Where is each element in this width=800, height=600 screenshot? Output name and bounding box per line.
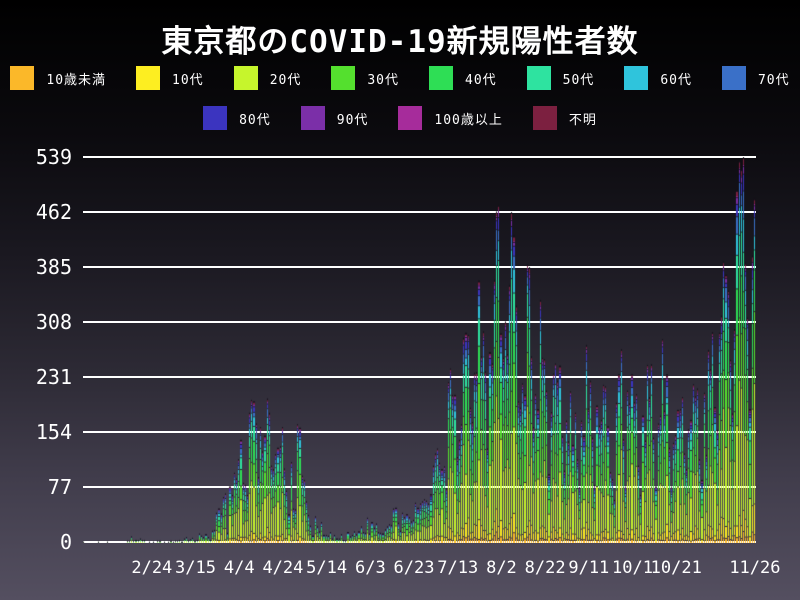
legend-swatch-icon	[203, 106, 228, 130]
x-axis-label: 8/22	[524, 558, 566, 578]
legend-swatch-icon	[398, 106, 423, 130]
plot-area	[83, 156, 756, 543]
x-axis-label: 5/14	[306, 558, 348, 578]
legend-label: 10歳未満	[46, 72, 107, 88]
y-axis-label: 154	[35, 420, 72, 444]
x-axis-label: 8/2	[486, 558, 517, 578]
stacked-bar-canvas	[83, 157, 756, 543]
legend-label: 90代	[336, 112, 369, 128]
legend-item: 60代	[624, 66, 692, 90]
legend-label: 60代	[660, 72, 692, 88]
x-axis-label: 4/24	[262, 558, 304, 578]
x-axis-label: 4/4	[223, 558, 255, 578]
x-axis-label: 7/13	[437, 558, 479, 578]
x-axis-label: 6/23	[393, 558, 435, 578]
y-axis-label: 385	[35, 255, 72, 279]
legend-label: 100歳以上	[434, 112, 503, 128]
legend-swatch-icon	[136, 66, 161, 90]
legend-label: 50代	[562, 72, 595, 88]
legend-label: 不明	[568, 112, 597, 128]
legend-swatch-icon	[331, 66, 356, 90]
legend-swatch-icon	[526, 66, 551, 90]
legend-label: 40代	[465, 72, 497, 88]
legend-item: 10代	[136, 66, 204, 90]
legend-label: 80代	[239, 112, 271, 128]
x-axis-label: 6/3	[354, 558, 386, 578]
legend-label: 20代	[269, 72, 302, 88]
legend-label: 10代	[172, 72, 204, 88]
chart-title: 東京都のCOVID-19新規陽性者数	[161, 24, 639, 60]
legend-item: 90代	[300, 106, 369, 130]
legend-swatch-icon	[532, 106, 557, 130]
legend-swatch-icon	[10, 66, 35, 90]
legend-item: 40代	[429, 66, 497, 90]
legend-item: 10歳未満	[10, 66, 106, 90]
y-axis-label: 77	[47, 475, 72, 499]
legend-swatch-icon	[624, 66, 649, 90]
legend-swatch-icon	[233, 66, 258, 90]
legend-item: 70代	[721, 66, 790, 90]
legend-item: 不明	[532, 106, 597, 130]
x-axis-label: 10/21	[650, 558, 702, 578]
y-axis-label: 231	[35, 365, 72, 389]
legend-item: 30代	[331, 66, 399, 90]
legend-label: 30代	[367, 72, 399, 88]
legend-label: 70代	[757, 72, 790, 88]
legend-swatch-icon	[721, 66, 746, 90]
legend-swatch-icon	[429, 66, 453, 90]
legend-item: 50代	[526, 66, 595, 90]
y-axis-label: 462	[35, 200, 72, 224]
legend-item: 20代	[233, 66, 302, 90]
y-axis-label: 539	[35, 145, 72, 169]
x-axis-label: 9/11	[568, 558, 610, 578]
legend-item: 100歳以上	[398, 106, 502, 130]
x-axis-label: 3/15	[175, 558, 216, 578]
x-axis-label: 11/26	[729, 558, 781, 578]
x-axis-label: 2/24	[131, 558, 173, 578]
legend-row-2: 80代 90代 100歳以上 不明	[0, 106, 800, 130]
x-axis-label: 10/1	[612, 558, 654, 578]
legend-row-1: 10歳未満 10代 20代 30代 40代 50代 60代 70代	[0, 66, 800, 90]
y-axis-label: 308	[35, 310, 72, 334]
legend-item: 80代	[203, 106, 271, 130]
legend-swatch-icon	[300, 106, 325, 130]
y-axis-label: 0	[59, 530, 72, 554]
